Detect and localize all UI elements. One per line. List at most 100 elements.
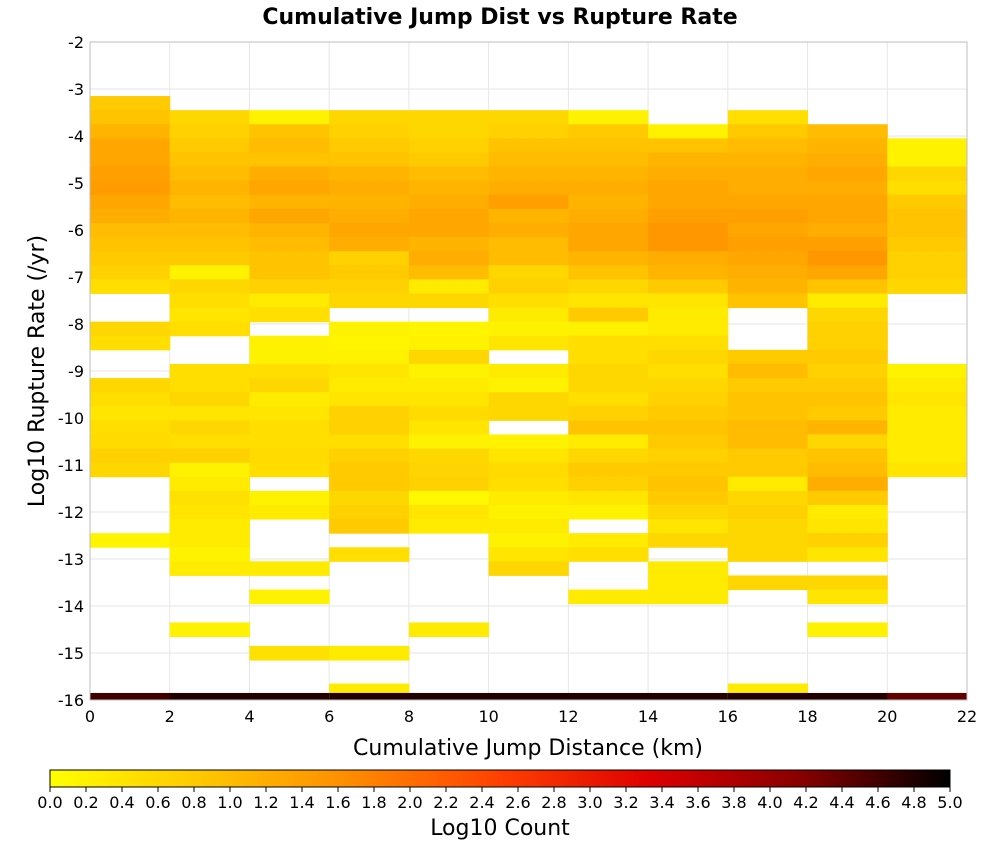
x-tick-label: 0 [85,707,95,726]
heatmap-cell [408,349,490,365]
heatmap-cell [807,349,888,365]
heatmap-cell [807,194,888,210]
heatmap-cell [887,462,968,478]
heatmap-cell [807,622,888,638]
heatmap-cell [807,692,888,701]
y-tick-label: -14 [58,597,84,616]
heatmap-cell [169,180,250,196]
heatmap-cell [90,96,171,111]
heatmap-cell [329,349,410,365]
heatmap-cell [249,462,330,478]
heatmap-cell [169,152,250,168]
heatmap-cell [488,138,569,153]
heatmap-cell [408,279,490,294]
heatmap-cell [329,476,410,492]
heatmap-cell [568,166,649,182]
heatmap-cell [249,420,330,435]
heatmap-cell [90,222,171,238]
heatmap-cell [169,519,250,534]
heatmap-cell [169,434,250,450]
heatmap-cell [648,392,729,407]
heatmap-cell [727,152,809,168]
heatmap-cell [329,166,410,182]
heatmap-cell [329,448,410,464]
heatmap-cell [408,208,490,224]
heatmap-cell [807,490,888,506]
heatmap-cell [329,321,410,337]
heatmap-cell [169,265,250,280]
heatmap-cell [169,251,250,266]
y-tick-label: -7 [68,268,84,287]
heatmap-cell [90,406,171,421]
colorbar-tick-label: 3.6 [685,793,710,812]
heatmap-cell [169,692,250,701]
y-tick-label: -12 [58,503,84,522]
heatmap-cell [807,519,888,534]
heatmap-cell [568,448,649,464]
heatmap-cell [807,208,888,224]
heatmap-cell [169,237,250,252]
x-tick-label: 10 [478,707,498,726]
heatmap-cell [648,279,729,294]
heatmap-cell [887,152,968,168]
heatmap-cell [488,378,569,393]
heatmap-cell [727,547,809,562]
heatmap-cell [887,434,968,450]
colorbar-tick-label: 0.0 [37,793,62,812]
heatmap-cell [169,476,250,492]
colorbar-tick-label: 1.4 [289,793,314,812]
heatmap-cell [169,138,250,153]
heatmap-cell [568,279,649,294]
heatmap-cell [648,180,729,196]
heatmap-cell [727,378,809,393]
heatmap-cell [169,561,250,576]
heatmap-cell [648,692,729,701]
heatmap-cell [568,321,649,337]
y-tick-label: -6 [68,221,84,240]
heatmap-cell [887,194,968,210]
heatmap-cell [408,166,490,182]
heatmap-cell [648,533,729,548]
heatmap-cell [488,265,569,280]
x-tick-label: 4 [244,707,254,726]
heatmap-cell [887,208,968,224]
heatmap-cell [727,575,809,591]
heatmap-cell [169,448,250,464]
heatmap-cell [887,180,968,196]
heatmap-cell [249,504,330,520]
heatmap-cell [90,462,171,478]
heatmap-cell [887,166,968,182]
heatmap-cell [329,124,410,139]
heatmap-cell [807,533,888,548]
chart-title: Cumulative Jump Dist vs Rupture Rate [262,5,737,30]
heatmap-cell [90,434,171,450]
heatmap-cell [568,251,649,266]
heatmap-cell [329,293,410,309]
heatmap-cell [488,307,569,323]
heatmap-cell [727,138,809,153]
heatmap-cell [169,293,250,309]
heatmap-cell [648,476,729,492]
heatmap-cell [568,293,649,309]
heatmap-cell [488,448,569,464]
heatmap-cell [90,124,171,139]
heatmap-cell [408,335,490,351]
heatmap-cell [90,378,171,393]
x-tick-label: 18 [797,707,817,726]
colorbar-tick-label: 4.8 [901,793,926,812]
heatmap-cell [249,490,330,506]
heatmap-cell [408,152,490,168]
x-tick-label: 6 [324,707,334,726]
heatmap-cell [408,490,490,506]
heatmap-cell [727,237,809,252]
heatmap-cell [807,448,888,464]
heatmap-cell [169,490,250,506]
colorbar-tick-label: 2.4 [469,793,494,812]
heatmap-cell [727,349,809,365]
heatmap-cell [408,321,490,337]
heatmap-cell [727,692,809,701]
heatmap-cell [887,222,968,238]
colorbar-tick-label: 1.0 [217,793,242,812]
heatmap-cell [329,645,410,661]
heatmap-cell [568,589,649,605]
